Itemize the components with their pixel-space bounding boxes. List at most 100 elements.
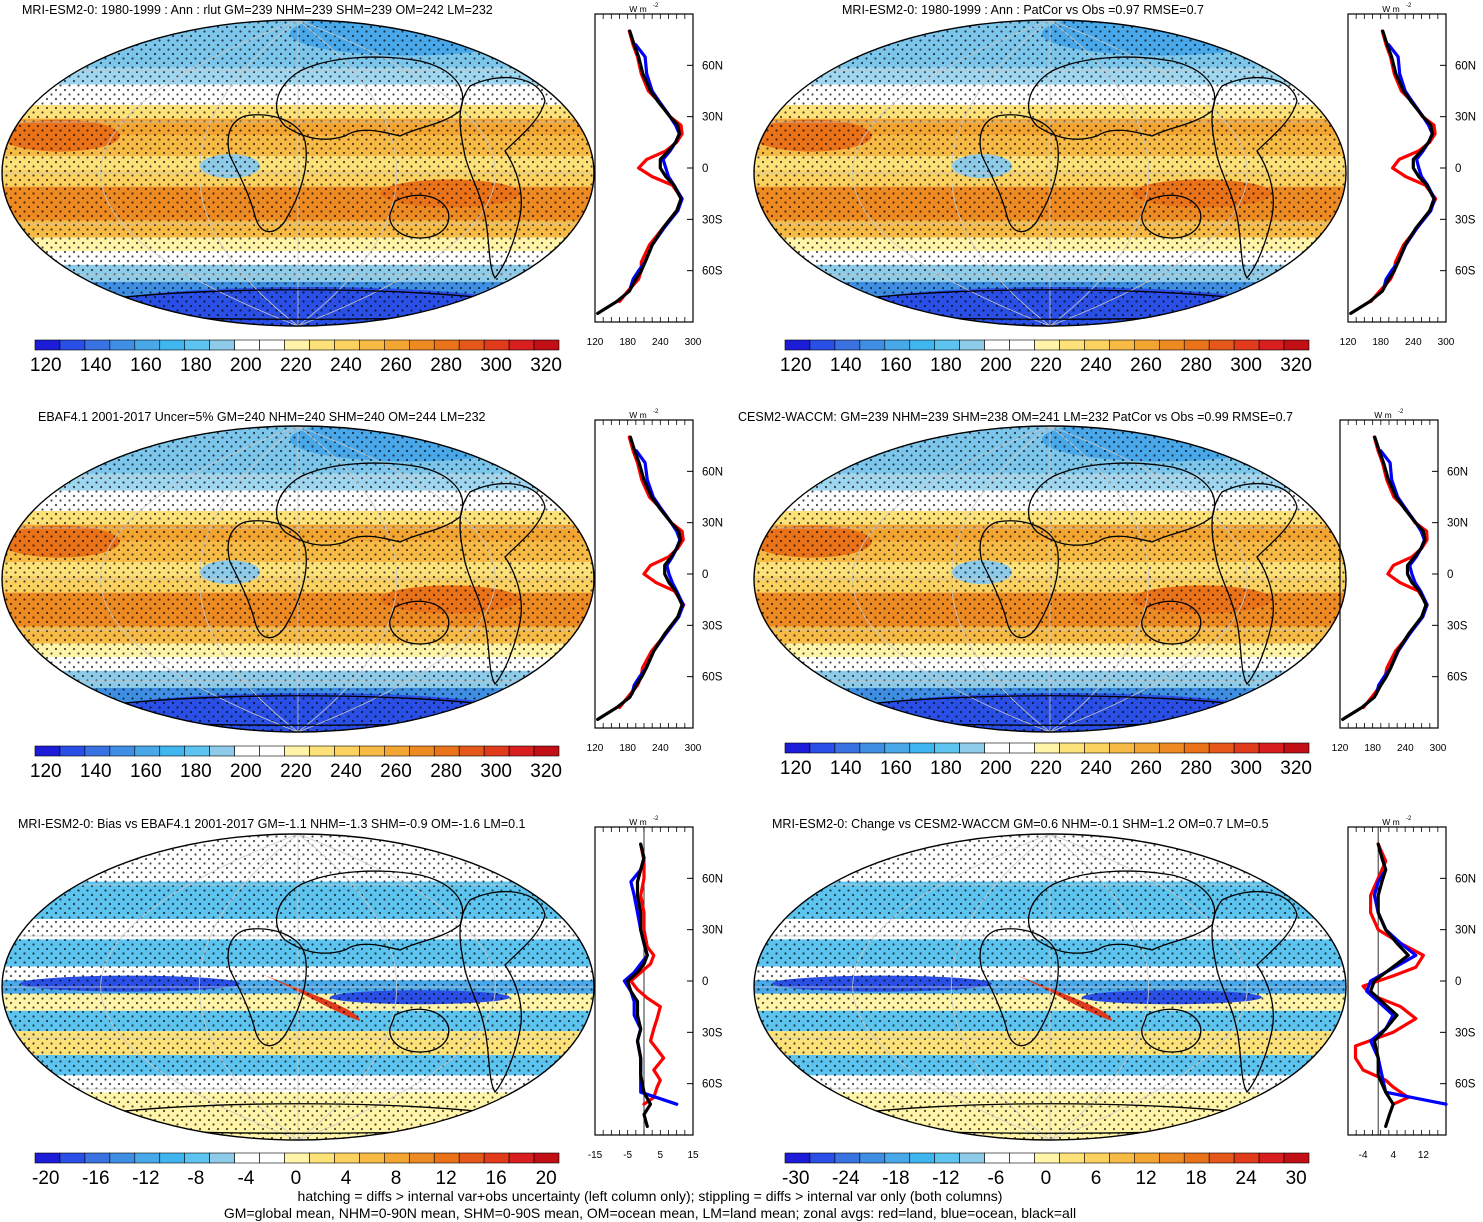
- colorbar-swatch: [209, 745, 235, 757]
- colorbar-swatch: [134, 745, 161, 757]
- zonal-x-tick-label: 120: [587, 743, 604, 754]
- zonal-lat-label: 0: [1455, 163, 1461, 175]
- colorbar-tick-label: 140: [80, 355, 112, 376]
- colorbar-swatch: [408, 1152, 435, 1164]
- colorbar-swatch: [1059, 339, 1085, 351]
- colorbar-swatch: [84, 745, 111, 757]
- colorbar-tick-label: 4: [341, 1168, 352, 1189]
- map-field: [754, 426, 1346, 732]
- colorbar-tick-label: 140: [80, 761, 112, 782]
- colorbar-swatch: [1283, 742, 1310, 754]
- colorbar-swatch: [59, 1152, 86, 1164]
- map-field: [754, 20, 1346, 326]
- colorbar-tick-label: 300: [1230, 355, 1262, 376]
- colorbar-swatch: [433, 745, 460, 757]
- colorbar-swatch: [1134, 742, 1160, 754]
- colorbar-tick-label: 12: [436, 1168, 457, 1189]
- colorbar-swatch: [408, 339, 435, 351]
- zonal-units-exponent: -2: [653, 816, 659, 822]
- colorbar-tick-label: 320: [1280, 758, 1312, 779]
- map-outline: [1, 19, 595, 327]
- map-graticule-lon: [1049, 834, 1248, 1140]
- colorbar-swatch: [1134, 339, 1160, 351]
- map-coastline: [1211, 76, 1298, 280]
- zonal-lat-label: 30S: [1455, 214, 1476, 226]
- colorbar-swatch: [1009, 339, 1035, 351]
- zonal-x-tick-label: 12: [1418, 1150, 1430, 1161]
- colorbar-swatch: [1258, 1152, 1285, 1164]
- map-coastline: [1028, 870, 1216, 954]
- colorbar-swatch: [1059, 742, 1085, 754]
- map-outline: [753, 425, 1347, 733]
- zonal-lat-label: 60S: [702, 266, 723, 278]
- zonal-series-land: [629, 842, 666, 1106]
- colorbar-swatch: [234, 745, 260, 757]
- colorbar-tick-label: -18: [882, 1168, 909, 1189]
- zonal-lat-label: 30S: [1455, 1027, 1476, 1039]
- zonal-series-all: [1349, 29, 1436, 315]
- footer-line-1: hatching = diffs > internal var+obs unce…: [297, 1188, 1003, 1204]
- colorbar-swatch: [884, 742, 911, 754]
- zonal-units-label: W m: [1382, 817, 1399, 827]
- map-plot: [1, 19, 595, 327]
- zonal-mean-plot: 60N 30N 0 30S 60S W m -2 -15 -5 5 15: [588, 816, 723, 1161]
- colorbar-tick-label: 20: [536, 1168, 557, 1189]
- zonal-lat-label: 30S: [702, 620, 723, 632]
- zonal-lat-label: 30S: [702, 1027, 723, 1039]
- colorbar-swatch: [359, 339, 385, 351]
- colorbar-swatch: [1258, 742, 1285, 754]
- zonal-lat-label: 60N: [1455, 60, 1476, 72]
- zonal-x-tick-label: 15: [687, 1150, 699, 1161]
- colorbar-swatch: [259, 339, 285, 351]
- colorbar-swatch: [59, 745, 86, 757]
- panel-title: EBAF4.1 2001-2017 Uncer=5% GM=240 NHM=24…: [38, 410, 486, 424]
- colorbar-swatch: [934, 339, 960, 351]
- zonal-lat-label: 0: [1447, 569, 1453, 581]
- colorbar: 120 140 160 180 200 220 240 260 280 300 320: [780, 742, 1312, 779]
- colorbar-swatch: [433, 1152, 460, 1164]
- colorbar-tick-label: 160: [880, 355, 912, 376]
- map-coastline: [459, 482, 546, 686]
- colorbar-swatch: [1233, 1152, 1260, 1164]
- colorbar-tick-label: -20: [32, 1168, 59, 1189]
- colorbar-swatch: [59, 339, 86, 351]
- zonal-x-tick-label: 240: [652, 743, 669, 754]
- zonal-units-exponent: -2: [653, 409, 659, 415]
- colorbar-swatch: [134, 1152, 161, 1164]
- colorbar-tick-label: 260: [1130, 355, 1162, 376]
- colorbar-swatch: [859, 339, 886, 351]
- colorbar-swatch: [859, 1152, 886, 1164]
- map-coastline: [459, 890, 546, 1094]
- colorbar-swatch: [1009, 742, 1035, 754]
- colorbar-swatch: [1059, 1152, 1085, 1164]
- colorbar-tick-label: 220: [280, 761, 312, 782]
- map-graticule-lon: [199, 20, 299, 326]
- colorbar-swatch: [334, 1152, 360, 1164]
- zonal-lat-label: 30N: [1447, 518, 1468, 530]
- colorbar-swatch: [259, 1152, 285, 1164]
- map-graticule-lon: [951, 834, 1051, 1140]
- colorbar-swatch: [784, 742, 811, 754]
- zonal-x-tick-label: 5: [658, 1150, 664, 1161]
- colorbar-swatch: [884, 339, 911, 351]
- colorbar-swatch: [784, 1152, 811, 1164]
- colorbar-tick-label: 180: [180, 761, 212, 782]
- zonal-x-tick-label: -15: [588, 1150, 603, 1161]
- zonal-lat-label: 30N: [702, 518, 723, 530]
- colorbar-swatch: [433, 339, 460, 351]
- colorbar-swatch: [508, 1152, 535, 1164]
- colorbar-swatch: [34, 745, 61, 757]
- map-outline: [1, 425, 595, 733]
- map-graticule-lon: [1049, 426, 1248, 732]
- zonal-lat-label: 30N: [702, 925, 723, 937]
- colorbar-tick-label: 180: [930, 758, 962, 779]
- map-field: [2, 20, 594, 326]
- colorbar-tick-label: 160: [130, 355, 162, 376]
- map-graticule-lon: [852, 20, 1051, 326]
- map-coastline: [389, 1008, 450, 1053]
- map-graticule-lon: [199, 426, 299, 732]
- map-graticule-lon: [852, 426, 1051, 732]
- colorbar-tick-label: 280: [430, 355, 462, 376]
- zonal-units-label: W m: [629, 410, 646, 420]
- colorbar-swatch: [408, 745, 435, 757]
